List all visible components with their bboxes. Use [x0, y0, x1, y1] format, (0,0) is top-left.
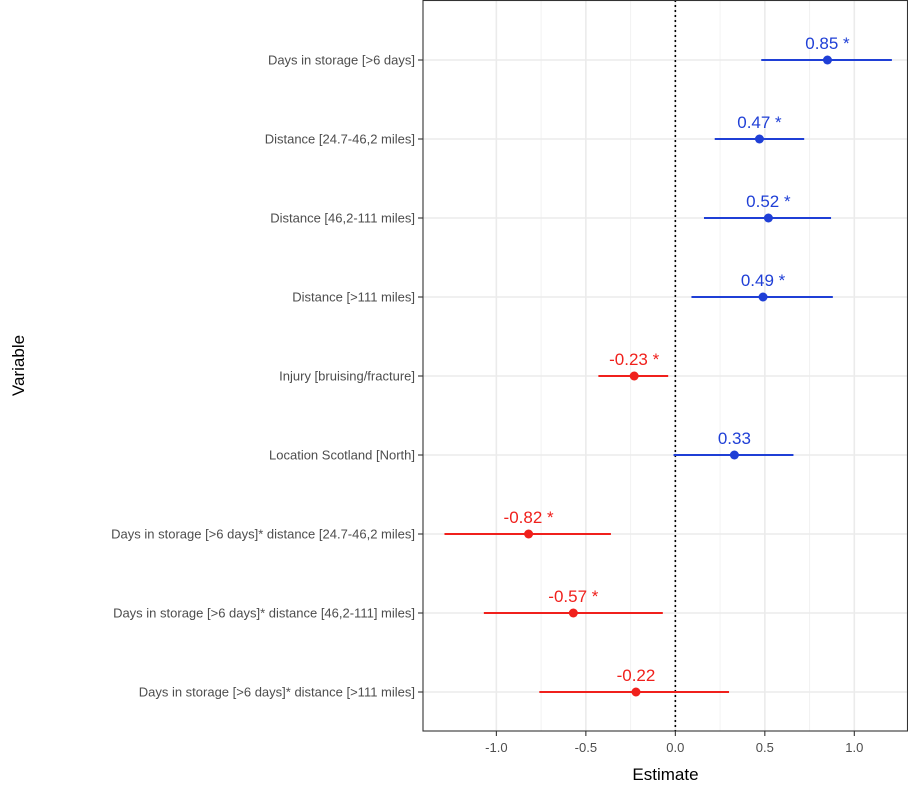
y-tick-label: Days in storage [>6 days]* distance [24.…: [111, 527, 415, 542]
data-label: 0.49 *: [741, 271, 786, 290]
point-estimate: [631, 687, 641, 697]
data-label: 0.33: [718, 429, 751, 448]
y-tick-label: Distance [46,2-111 miles]: [270, 211, 415, 226]
x-tick-label: 0.0: [666, 740, 684, 755]
x-axis-ticks: -1.0 -0.5 0.0 0.5 1.0: [485, 731, 863, 755]
point-estimate: [729, 450, 739, 460]
x-tick-label: 1.0: [845, 740, 863, 755]
y-axis-title: Variable: [9, 335, 28, 396]
point-estimate: [822, 55, 832, 65]
point-estimate: [568, 608, 578, 618]
data-label: -0.82 *: [504, 508, 554, 527]
y-tick-label: Distance [24.7-46,2 miles]: [265, 132, 415, 147]
x-tick-label: -0.5: [575, 740, 597, 755]
data-marks: 0.85 * 0.47 * 0.52 * 0.49 * -0.23 * 0.33 -0.82…: [444, 34, 892, 697]
point-estimate: [524, 529, 534, 539]
y-tick-label: Injury [bruising/fracture]: [279, 369, 415, 384]
data-label: 0.85 *: [805, 34, 850, 53]
point-estimate: [754, 134, 764, 144]
y-tick-label: Distance [>111 miles]: [292, 290, 415, 305]
x-tick-label: -1.0: [485, 740, 507, 755]
data-label: 0.47 *: [737, 113, 782, 132]
data-label: 0.52 *: [746, 192, 791, 211]
x-axis-title: Estimate: [632, 765, 698, 784]
y-tick-label: Days in storage [>6 days]* distance [>11…: [139, 685, 415, 700]
data-label: -0.57 *: [548, 587, 598, 606]
y-tick-label: Days in storage [>6 days]: [268, 53, 415, 68]
y-axis-ticks: Days in storage [>6 days] Distance [24.7-…: [111, 53, 423, 700]
data-label: -0.22: [617, 666, 656, 685]
y-tick-label: Days in storage [>6 days]* distance [46,…: [113, 606, 415, 621]
point-estimate: [763, 213, 773, 223]
gridlines: [423, 0, 908, 731]
y-tick-label: Location Scotland [North]: [269, 448, 415, 463]
x-tick-label: 0.5: [756, 740, 774, 755]
point-estimate: [758, 292, 768, 302]
point-estimate: [629, 371, 639, 381]
data-label: -0.23 *: [609, 350, 659, 369]
